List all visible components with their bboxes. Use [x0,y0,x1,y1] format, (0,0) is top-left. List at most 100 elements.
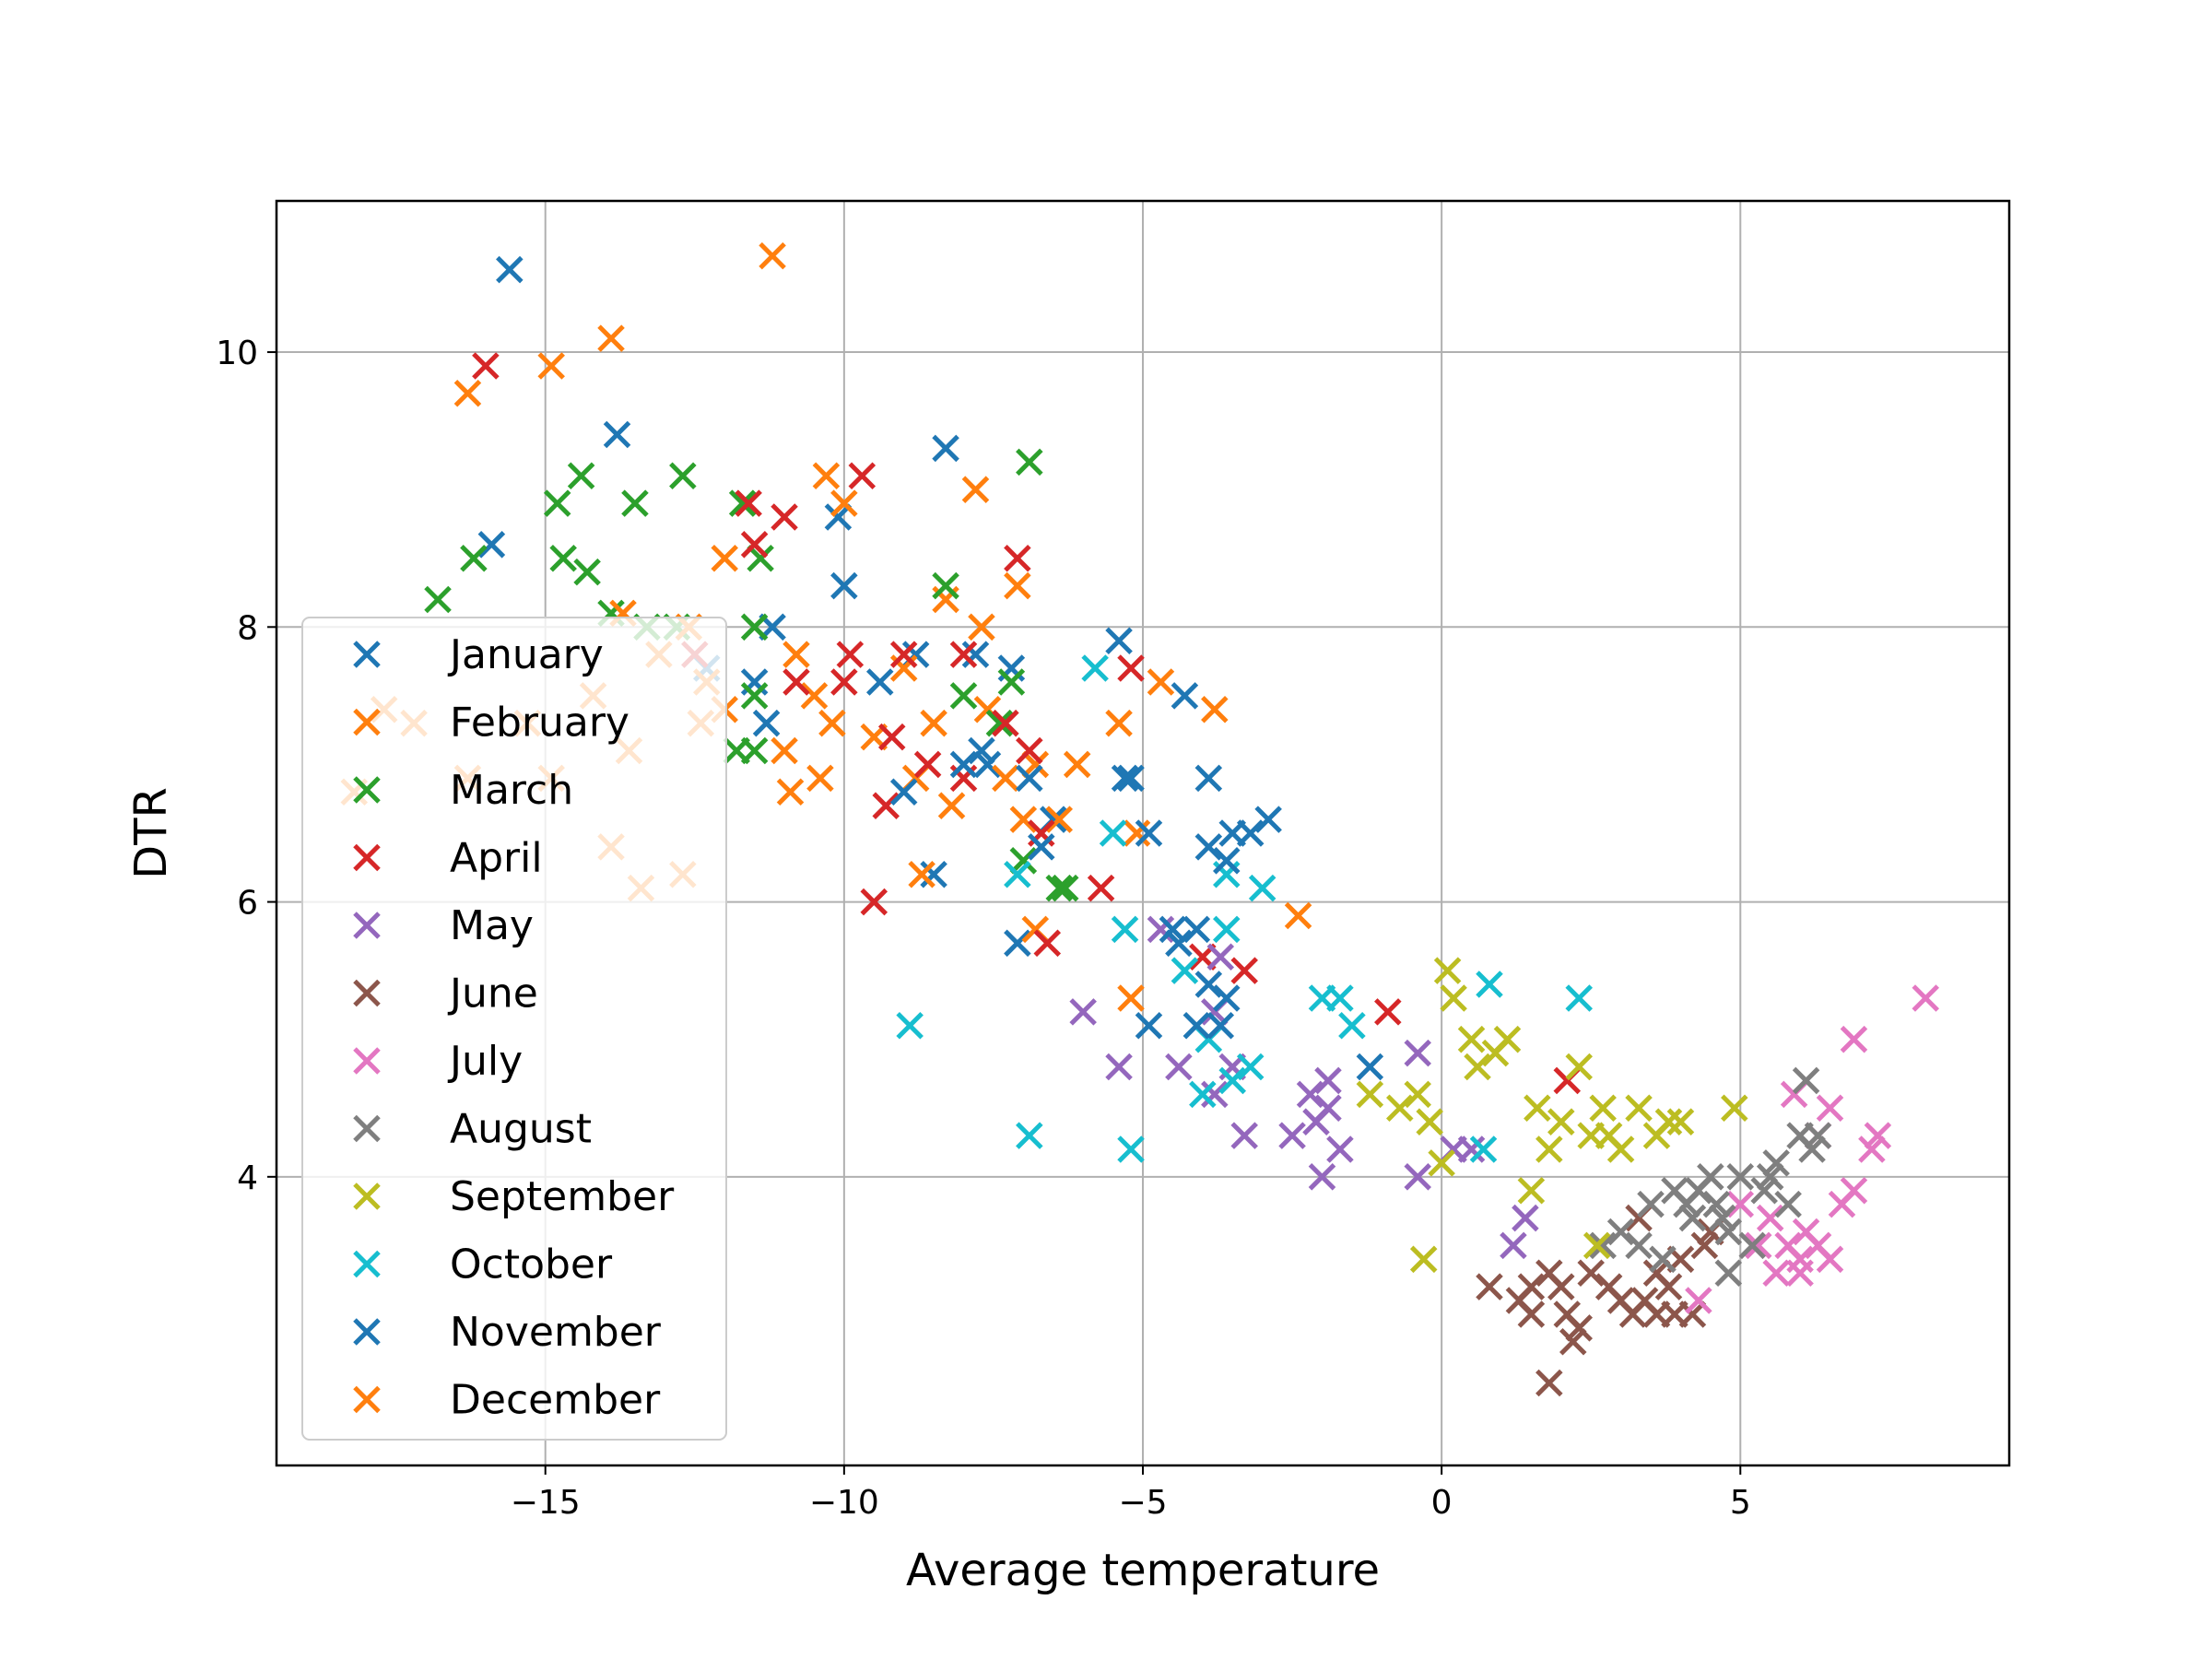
point-april [889,641,918,668]
point-august [1792,1066,1820,1095]
point-july [1840,1025,1868,1053]
point-january [1004,929,1031,958]
point-march [740,682,769,710]
point-august [1804,1122,1832,1149]
point-august [1606,1218,1635,1246]
point-october [1565,984,1594,1012]
point-november [1016,764,1043,793]
point-november [1194,971,1223,998]
point-january [830,571,858,600]
point-february [1105,709,1133,737]
point-march [424,585,452,614]
point-september [1535,1135,1563,1163]
point-may [1201,1080,1229,1109]
legend-label-september: September [450,1173,675,1220]
point-november [1111,764,1139,793]
point-june [1565,1314,1594,1342]
point-october [1081,654,1109,682]
point-march [985,709,1014,737]
legend-marker-september [353,1182,381,1210]
point-november [949,750,978,779]
point-march [740,736,769,765]
point-february [1045,806,1074,833]
legend-label-april: April [450,835,543,882]
point-november [1206,1012,1235,1040]
point-february [1284,901,1312,930]
point-march [573,558,601,586]
point-november [1236,819,1265,847]
point-november [1356,1053,1384,1081]
point-april [1004,544,1031,572]
point-july [1726,1190,1755,1218]
point-february [1201,696,1229,724]
point-november [968,736,995,765]
point-august [1714,1218,1743,1246]
point-may [1069,998,1097,1026]
point-october [1236,1053,1265,1081]
point-november [1182,1012,1211,1040]
legend-marker-november [353,1318,381,1346]
point-may [1326,1135,1354,1163]
point-march [567,462,595,490]
point-november [1254,806,1282,833]
legend-label-october: October [450,1241,613,1288]
point-september [1654,1108,1683,1135]
point-september [1721,1094,1748,1123]
point-june [1678,1300,1707,1328]
point-february [537,352,565,380]
point-march [728,489,757,517]
x-tick-label: 0 [1431,1484,1453,1522]
point-may [1230,1122,1258,1149]
point-february [806,764,834,793]
point-may [1206,943,1235,971]
x-tick-label: 5 [1730,1484,1751,1522]
point-september [1547,1108,1575,1135]
point-october [1212,915,1241,944]
point-january [932,434,959,463]
point-march [949,682,978,710]
legend-label-december: December [450,1377,661,1424]
point-january [973,750,1002,779]
point-february [812,462,841,490]
point-april [1374,998,1402,1026]
point-november [1159,915,1187,944]
legend-marker-july [353,1047,381,1075]
point-february [1009,806,1038,833]
point-june [1547,1273,1575,1300]
point-march [543,489,571,517]
series-september [1356,957,1748,1274]
point-may [1457,1135,1486,1163]
series-january [477,255,1247,958]
point-may [1296,1080,1324,1109]
point-september [1517,1176,1546,1205]
point-september [1457,1025,1486,1053]
point-september [1583,1231,1611,1260]
point-october [1326,984,1354,1012]
point-june [1476,1273,1503,1300]
point-september [1625,1094,1653,1123]
point-november [1212,984,1241,1012]
point-february [597,324,625,352]
point-april [735,489,762,517]
point-february [920,709,947,737]
point-march [621,489,649,517]
point-november [1194,764,1223,793]
legend-label-november: November [450,1309,662,1356]
x-tick-label: −5 [1118,1484,1167,1522]
point-july [1756,1204,1784,1232]
point-may [1314,1066,1342,1095]
point-june [1642,1259,1671,1287]
point-october [1099,819,1127,847]
legend-marker-june [353,979,381,1007]
point-january [1194,833,1223,861]
point-april [782,668,810,696]
point-february [776,778,805,806]
series-april [472,352,1582,1095]
point-january [865,668,894,696]
point-october [1111,915,1139,944]
point-may [1500,1231,1527,1260]
point-april [830,668,858,696]
legend-marker-october [353,1250,381,1278]
legend-marker-august [353,1114,381,1143]
